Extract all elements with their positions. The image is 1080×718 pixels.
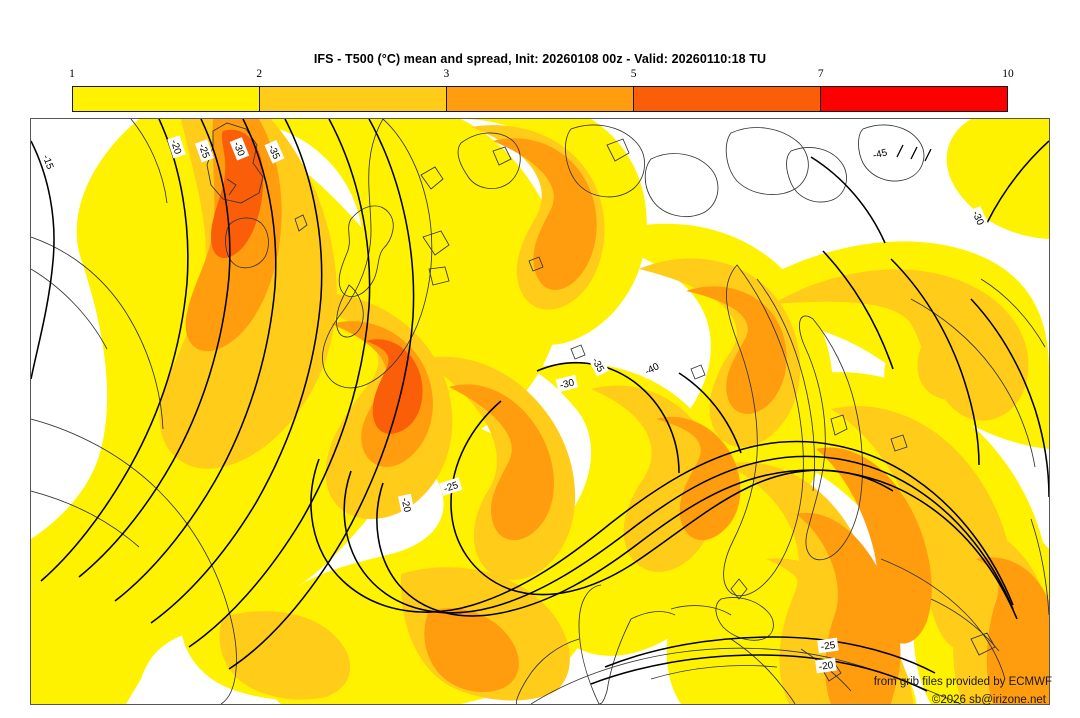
copyright-notice: ©2026 sb@irizone.net [931,694,1046,706]
map-plot: -15 -20 -25 -30 [31,119,1049,704]
colorbar-tick-7: 7 [817,68,824,80]
contour-label--25-med: -25 [817,637,839,654]
colorbar-tick-1: 1 [69,68,75,80]
colorbar-tick-3: 3 [443,68,450,80]
contour-label--20-nw: -20 [167,135,186,159]
spread-colorbar [72,86,1008,112]
svg-text:-25: -25 [820,640,836,653]
colorbar-segment-1-2 [73,87,260,111]
colorbar-tick-2: 2 [256,68,263,80]
svg-text:-15: -15 [40,153,55,171]
contour-label--25-s: -25 [439,477,463,496]
contour-label--40-c: -40 [639,358,664,379]
svg-text:-25: -25 [196,142,211,160]
contour-label--30-nw: -30 [229,137,250,161]
svg-text:-20: -20 [168,139,183,157]
contour-label--25-nw: -25 [194,139,214,163]
colorbar-segments [72,86,1008,112]
page-title: IFS - T500 (°C) mean and spread, Init: 2… [313,52,767,66]
svg-text:-30: -30 [231,140,247,158]
data-source-credit: from grib files provided by ECMWF [873,676,1052,688]
colorbar-segment-3-5 [447,87,634,111]
svg-text:-20: -20 [399,497,413,514]
spread-level-4-fill [211,129,423,434]
contour-label--30-c: -30 [555,374,579,393]
colorbar-tick-10: 10 [1002,68,1014,80]
svg-text:-30: -30 [559,377,576,391]
contour-label--20-med: -20 [815,657,837,674]
contour-labels: -15 -20 -25 -30 [38,135,989,674]
svg-text:-25: -25 [443,480,461,495]
colorbar-segment-2-3 [260,87,447,111]
contour-label--15: -15 [38,150,58,174]
colorbar-tick-labels: 1 2 3 5 7 10 [69,68,1014,84]
coastlines [31,119,1049,704]
map-canvas[interactable]: -15 -20 -25 -30 [30,118,1050,705]
mean-contours [31,119,1049,692]
svg-text:-20: -20 [818,660,834,673]
colorbar-tick-5: 5 [630,68,637,80]
contour-label--20-s: -20 [398,493,415,517]
colorbar-segment-7-10 [821,87,1007,111]
contour-label--45-ne: -45 [868,144,892,163]
svg-text:-45: -45 [872,147,889,161]
colorbar-segment-5-7 [634,87,821,111]
